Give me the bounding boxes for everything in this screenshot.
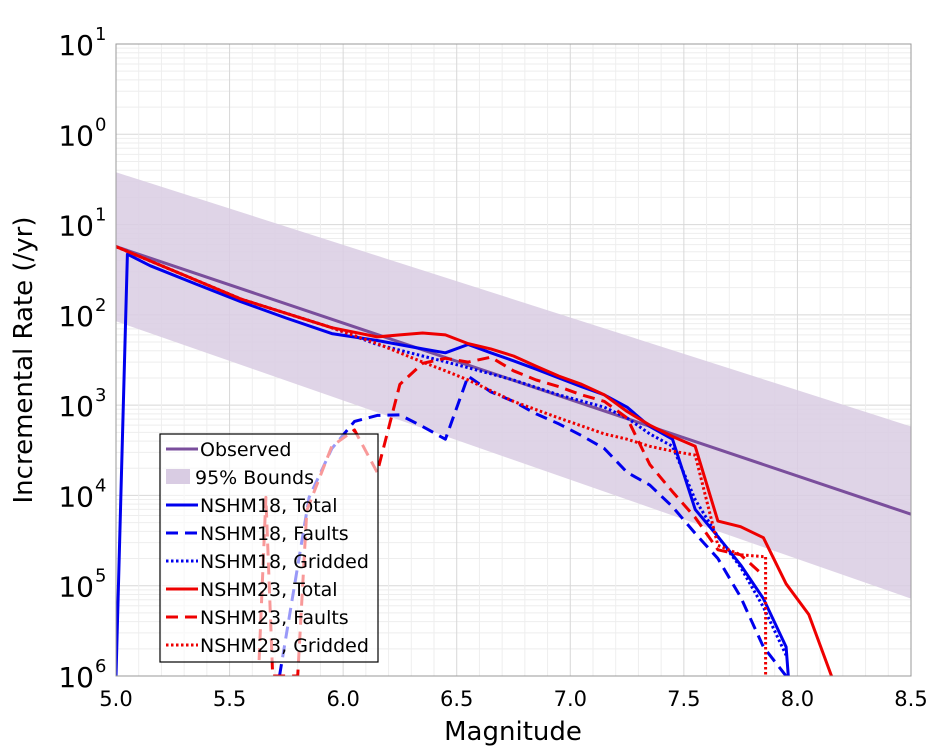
x-tick-label: 7.0 xyxy=(554,687,587,711)
legend-box xyxy=(159,433,379,663)
legend-label: NSHM23, Gridded xyxy=(200,635,369,657)
y-tick-label: 10 xyxy=(58,390,94,423)
y-tick-label: 10 xyxy=(58,661,94,694)
x-tick-label: 8.5 xyxy=(894,687,927,711)
y-tick-exponent: 4 xyxy=(95,475,106,496)
plot-frame xyxy=(115,43,912,677)
confidence-band xyxy=(116,172,911,599)
legend-label: NSHM18, Gridded xyxy=(200,551,369,573)
y-tick-exponent: 0 xyxy=(95,114,106,135)
series-line-2 xyxy=(278,374,788,676)
legend-swatch xyxy=(166,469,190,484)
legend-label: NSHM23, Faults xyxy=(200,607,349,629)
y-tick-exponent: 5 xyxy=(95,566,106,587)
band-95-bounds xyxy=(116,172,911,599)
legend-label: NSHM23, Total xyxy=(200,579,338,601)
y-tick-label: 10 xyxy=(58,29,94,62)
x-tick-label: 6.5 xyxy=(440,687,473,711)
y-tick-exponent: 1 xyxy=(95,24,106,45)
legend-label: NSHM18, Faults xyxy=(200,523,349,545)
x-tick-label: 5.0 xyxy=(99,687,132,711)
x-tick-label: 7.5 xyxy=(667,687,700,711)
y-tick-labels: 10 110 010 110 210 310 410 510 6 xyxy=(58,24,106,694)
y-tick-exponent: 1 xyxy=(95,205,106,226)
y-tick-label: 10 xyxy=(58,210,94,243)
y-tick-exponent: 3 xyxy=(95,385,106,406)
y-tick-exponent: 2 xyxy=(95,295,106,316)
x-tick-label: 5.5 xyxy=(213,687,246,711)
x-tick-labels: 5.0 5.5 6.0 6.5 7.0 7.5 8.0 8.5 xyxy=(99,687,927,711)
legend-label: NSHM18, Total xyxy=(200,495,338,517)
y-tick-label: 10 xyxy=(58,119,94,152)
series-line-4 xyxy=(116,245,833,676)
y-axis-label: Incremental Rate (/yr) xyxy=(9,217,39,504)
x-axis-label: Magnitude xyxy=(444,717,582,747)
y-tick-exponent: 6 xyxy=(95,656,106,677)
y-tick-label: 10 xyxy=(58,571,94,604)
legend-label: 95% Bounds xyxy=(195,467,314,489)
y-tick-label: 10 xyxy=(58,300,94,333)
legend-label: Observed xyxy=(200,439,291,461)
legend: Observed 95% Bounds NSHM18, Total NSHM18, F… xyxy=(159,433,379,663)
x-tick-label: 8.0 xyxy=(781,687,814,711)
y-tick-label: 10 xyxy=(58,480,94,513)
x-tick-label: 6.0 xyxy=(326,687,359,711)
